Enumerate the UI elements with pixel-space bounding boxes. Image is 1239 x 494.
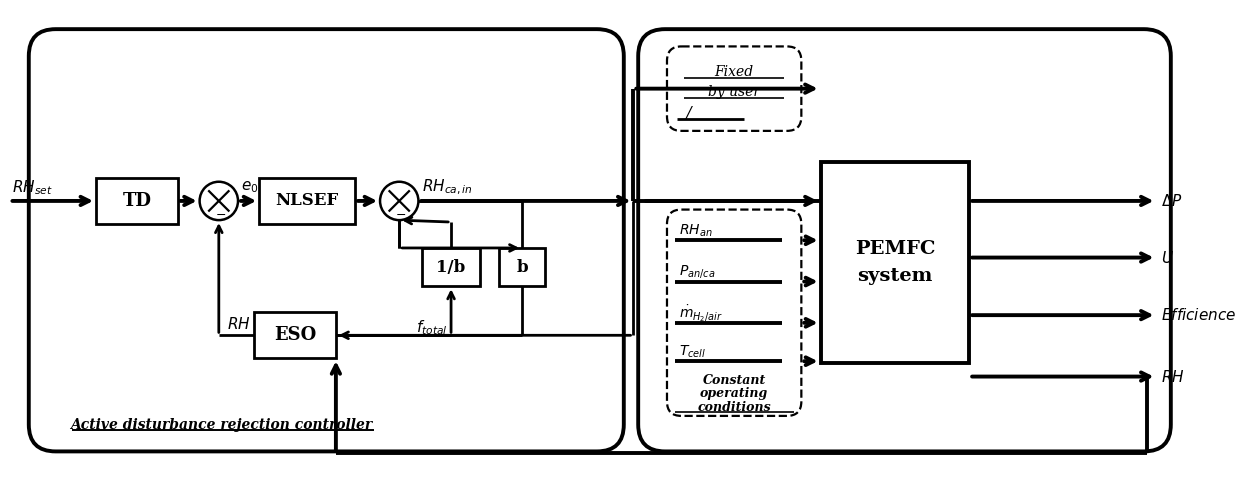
Text: −: − <box>216 209 225 222</box>
Text: $\mathit{RH}$: $\mathit{RH}$ <box>227 316 250 332</box>
Text: operating: operating <box>700 387 768 400</box>
Circle shape <box>380 182 419 220</box>
Bar <box>422 248 479 287</box>
Text: Constant: Constant <box>703 374 766 387</box>
Text: −: − <box>396 209 406 222</box>
Text: Fixed: Fixed <box>715 65 753 80</box>
Text: $\mathit{RH}_{set}$: $\mathit{RH}_{set}$ <box>11 178 52 197</box>
Bar <box>820 162 969 363</box>
Text: Active disturbance rejection controller: Active disturbance rejection controller <box>69 417 372 432</box>
Text: system: system <box>857 267 933 285</box>
Text: /: / <box>685 105 691 122</box>
Text: $\Delta P$: $\Delta P$ <box>1161 193 1183 209</box>
Text: by user: by user <box>709 85 761 99</box>
Circle shape <box>199 182 238 220</box>
Text: $\mathit{P}_{an/ca}$: $\mathit{P}_{an/ca}$ <box>679 263 715 281</box>
Text: $\dot{m}_{H_2/air}$: $\dot{m}_{H_2/air}$ <box>679 303 722 324</box>
Text: conditions: conditions <box>698 401 771 414</box>
Text: 1/b: 1/b <box>436 259 466 276</box>
FancyBboxPatch shape <box>667 209 802 416</box>
FancyBboxPatch shape <box>638 29 1171 452</box>
Bar <box>95 178 177 224</box>
Text: PEMFC: PEMFC <box>855 240 935 258</box>
Text: NLSEF: NLSEF <box>275 193 338 209</box>
FancyBboxPatch shape <box>28 29 623 452</box>
Text: $\mathit{RH}$: $\mathit{RH}$ <box>1161 369 1184 384</box>
Bar <box>259 178 356 224</box>
Text: $\mathit{RH}_{ca,in}$: $\mathit{RH}_{ca,in}$ <box>422 178 473 197</box>
Text: $\mathit{f}_{total}$: $\mathit{f}_{total}$ <box>416 318 449 337</box>
Bar <box>499 248 545 287</box>
Text: $U$: $U$ <box>1161 249 1175 266</box>
Bar <box>254 312 336 358</box>
Text: TD: TD <box>123 192 151 210</box>
Text: $\mathit{RH}_{an}$: $\mathit{RH}_{an}$ <box>679 222 712 239</box>
FancyBboxPatch shape <box>667 46 802 131</box>
Text: $\mathit{e}_0$: $\mathit{e}_0$ <box>240 180 259 195</box>
Text: ESO: ESO <box>274 327 316 344</box>
Text: b: b <box>517 259 528 276</box>
Text: $\mathit{T}_{cell}$: $\mathit{T}_{cell}$ <box>679 343 706 360</box>
Text: $\mathit{Efficience}$: $\mathit{Efficience}$ <box>1161 307 1237 323</box>
